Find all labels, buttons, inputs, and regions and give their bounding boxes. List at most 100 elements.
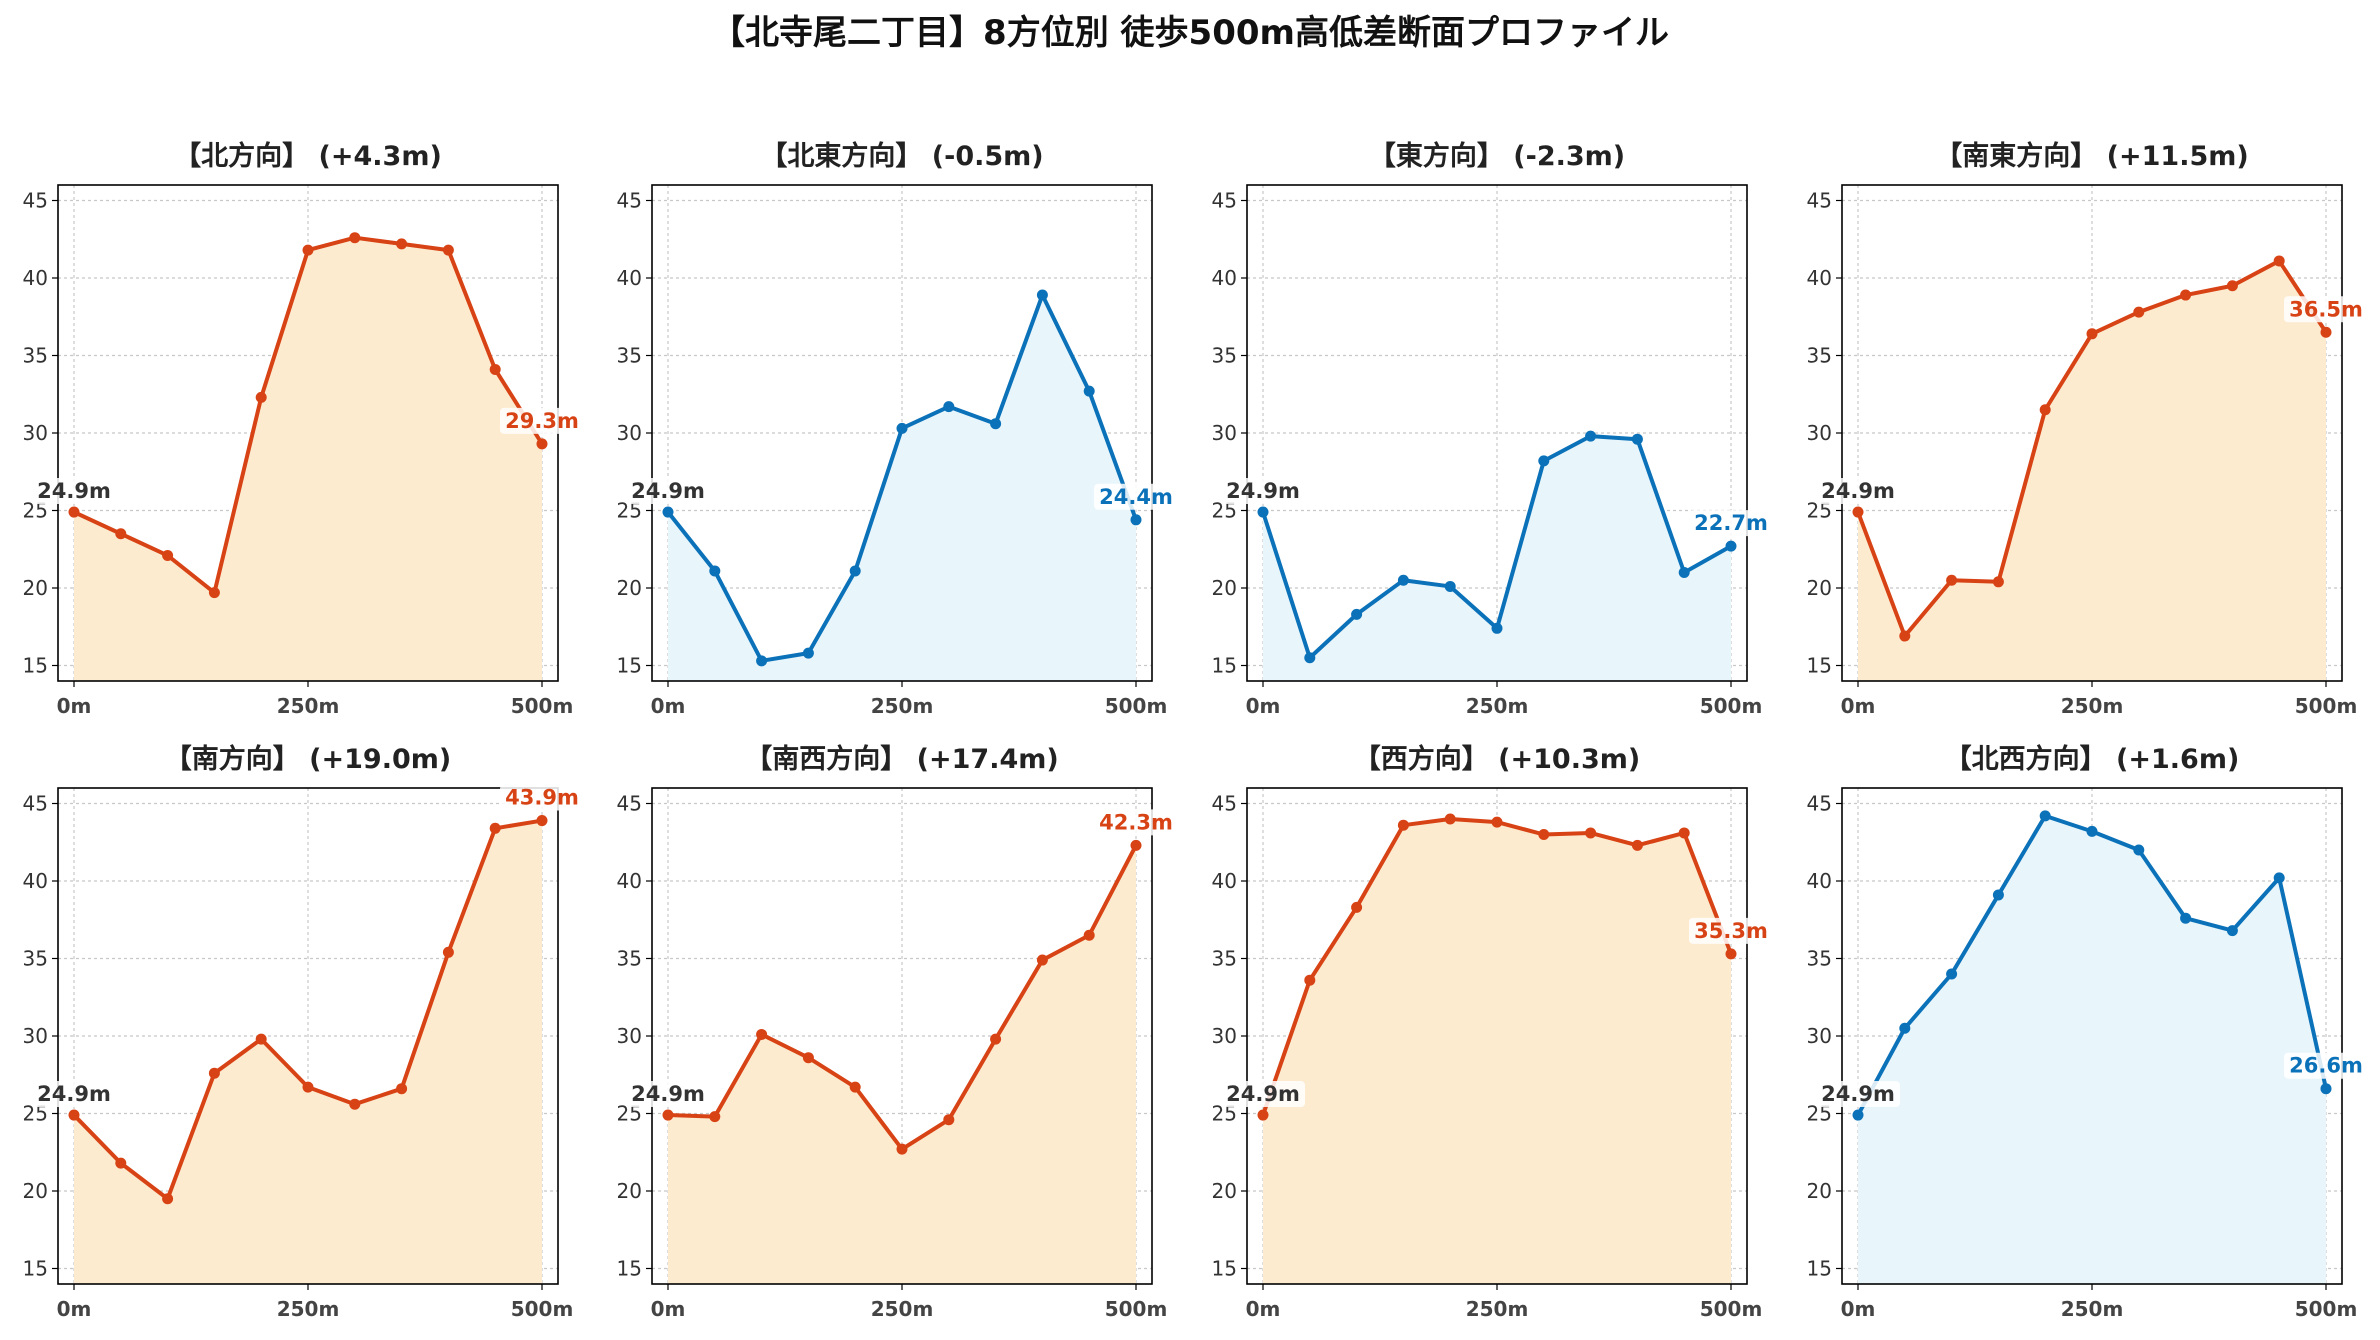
start-label-background bbox=[626, 478, 710, 505]
start-elevation-label: 24.9m bbox=[1226, 1082, 1300, 1106]
elevation-point bbox=[1351, 608, 1363, 620]
elevation-point bbox=[2133, 844, 2145, 856]
elevation-point bbox=[709, 565, 721, 577]
x-tick-label: 500m bbox=[1700, 694, 1763, 718]
elevation-point bbox=[1678, 827, 1690, 839]
elevation-point bbox=[1585, 827, 1597, 839]
end-label-background bbox=[2284, 296, 2368, 323]
end-elevation-label: 24.4m bbox=[1099, 485, 1173, 509]
end-elevation-label: 22.7m bbox=[1694, 511, 1768, 535]
elevation-fill-area bbox=[1858, 815, 2326, 1284]
start-elevation-label: 24.9m bbox=[631, 1082, 705, 1106]
y-tick-label: 40 bbox=[1807, 266, 1832, 290]
x-tick-label: 0m bbox=[1246, 1297, 1281, 1321]
y-tick-label: 45 bbox=[617, 189, 642, 213]
y-tick-label: 45 bbox=[617, 792, 642, 816]
y-tick-label: 15 bbox=[1807, 1257, 1832, 1281]
elevation-point bbox=[1852, 506, 1864, 518]
elevation-fill-area bbox=[1263, 436, 1731, 681]
y-tick-label: 40 bbox=[1212, 266, 1237, 290]
elevation-point bbox=[662, 1109, 674, 1121]
y-tick-label: 40 bbox=[617, 869, 642, 893]
panel-title: 【北東方向】 (-0.5m) bbox=[760, 140, 1043, 172]
y-tick-label: 30 bbox=[1807, 1024, 1832, 1048]
elevation-point bbox=[1036, 954, 1048, 966]
plot-frame bbox=[651, 787, 1153, 1285]
y-tick-label: 40 bbox=[1807, 869, 1832, 893]
elevation-point bbox=[990, 1033, 1002, 1045]
elevation-point bbox=[489, 363, 501, 375]
elevation-point bbox=[2180, 912, 2192, 924]
x-tick-label: 250m bbox=[2061, 694, 2124, 718]
elevation-fill-area bbox=[1858, 260, 2326, 681]
end-label-background bbox=[1094, 809, 1178, 836]
elevation-point bbox=[1257, 506, 1269, 518]
end-elevation-label: 29.3m bbox=[505, 409, 579, 433]
plot-frame bbox=[1841, 787, 2343, 1285]
elevation-point bbox=[1631, 839, 1643, 851]
elevation-point bbox=[1899, 1022, 1911, 1034]
y-tick-label: 20 bbox=[617, 576, 642, 600]
x-tick-label: 250m bbox=[277, 1297, 340, 1321]
x-tick-label: 500m bbox=[2295, 1297, 2358, 1321]
elevation-point bbox=[1397, 819, 1409, 831]
elevation-point bbox=[1036, 289, 1048, 301]
elevation-point bbox=[1678, 567, 1690, 578]
elevation-point bbox=[1538, 455, 1550, 467]
y-tick-label: 30 bbox=[23, 421, 48, 445]
elevation-point bbox=[2273, 872, 2285, 884]
plot-frame bbox=[651, 184, 1153, 682]
elevation-point bbox=[1491, 622, 1503, 634]
end-elevation-label: 43.9m bbox=[505, 786, 579, 810]
x-tick-label: 500m bbox=[1105, 1297, 1168, 1321]
elevation-point bbox=[1725, 948, 1737, 960]
elevation-point bbox=[255, 391, 267, 403]
elevation-point bbox=[489, 822, 501, 834]
panel-title: 【西方向】 (+10.3m) bbox=[1354, 743, 1640, 775]
elevation-point bbox=[2086, 825, 2098, 837]
elevation-fill-area bbox=[1263, 819, 1731, 1284]
y-tick-label: 15 bbox=[1212, 1257, 1237, 1281]
elevation-point bbox=[1397, 574, 1409, 586]
y-tick-label: 15 bbox=[1807, 654, 1832, 678]
end-elevation-label: 42.3m bbox=[1099, 810, 1173, 834]
y-tick-label: 45 bbox=[1807, 189, 1832, 213]
elevation-point bbox=[1992, 889, 2004, 901]
y-tick-label: 15 bbox=[1212, 654, 1237, 678]
x-tick-label: 0m bbox=[57, 694, 92, 718]
start-label-background bbox=[1221, 1081, 1305, 1108]
plot-frame bbox=[1841, 184, 2343, 682]
elevation-point bbox=[1083, 385, 1095, 397]
elevation-point bbox=[1946, 574, 1958, 586]
elevation-point bbox=[1444, 813, 1456, 825]
panel-title: 【南東方向】 (+11.5m) bbox=[1935, 140, 2248, 172]
x-tick-label: 250m bbox=[2061, 1297, 2124, 1321]
y-tick-label: 15 bbox=[617, 1257, 642, 1281]
y-tick-label: 20 bbox=[617, 1179, 642, 1203]
x-tick-label: 250m bbox=[1466, 1297, 1529, 1321]
elevation-point bbox=[1083, 929, 1095, 941]
elevation-point bbox=[1992, 576, 2004, 588]
y-tick-label: 20 bbox=[23, 1179, 48, 1203]
end-label-background bbox=[500, 784, 584, 811]
panel-title: 【北西方向】 (+1.6m) bbox=[1945, 743, 2240, 775]
elevation-point bbox=[302, 1081, 314, 1093]
y-tick-label: 35 bbox=[617, 344, 642, 368]
elevation-point bbox=[1538, 829, 1550, 840]
elevation-point bbox=[849, 565, 861, 577]
y-tick-label: 20 bbox=[1212, 576, 1237, 600]
y-tick-label: 35 bbox=[1212, 344, 1237, 368]
y-tick-label: 35 bbox=[23, 344, 48, 368]
elevation-fill-area bbox=[74, 820, 542, 1284]
start-elevation-label: 24.9m bbox=[1821, 479, 1895, 503]
elevation-point bbox=[896, 422, 908, 434]
y-tick-label: 30 bbox=[1212, 421, 1237, 445]
end-elevation-label: 35.3m bbox=[1694, 919, 1768, 943]
elevation-point bbox=[208, 1067, 220, 1079]
start-label-background bbox=[32, 1081, 116, 1108]
x-tick-label: 500m bbox=[1700, 1297, 1763, 1321]
